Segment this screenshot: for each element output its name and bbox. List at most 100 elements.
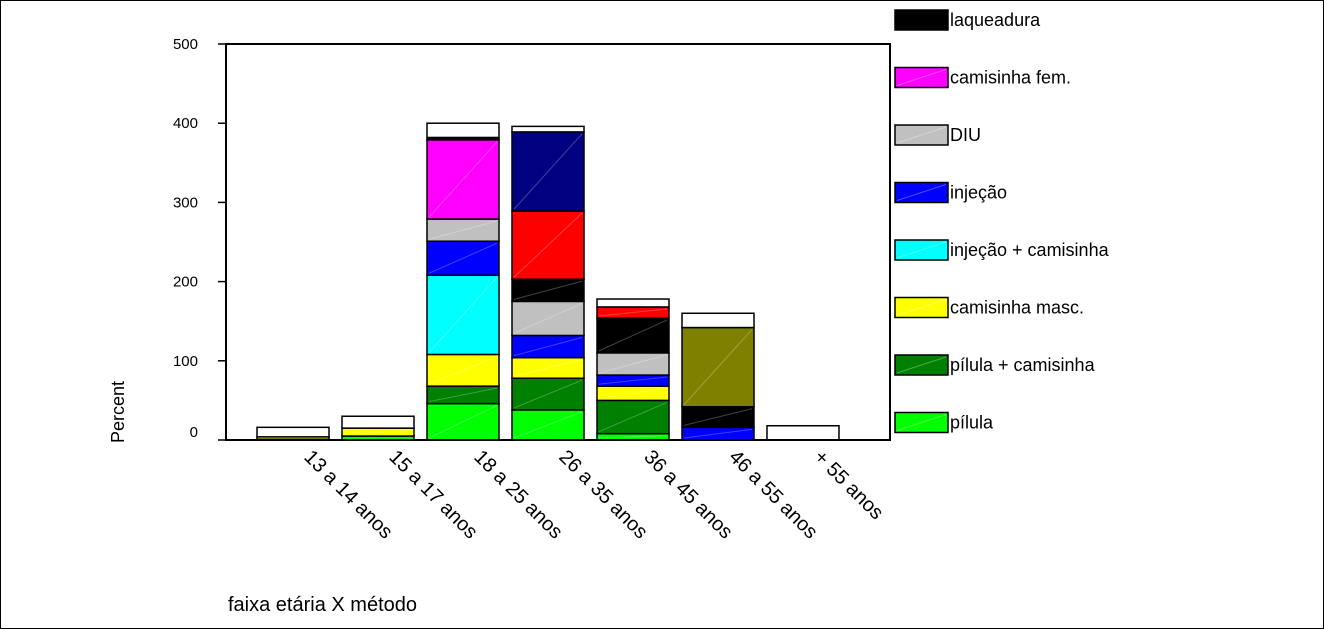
legend-label: pílula [950, 413, 994, 433]
bar-segment [766, 424, 840, 441]
bar-segment-sheen [428, 220, 498, 240]
x-category-label: 18 a 25 anos [469, 446, 566, 543]
x-category-label: 46 a 55 anos [724, 446, 821, 543]
x-category-label: 36 a 45 anos [639, 446, 736, 543]
bar-stack [256, 426, 330, 441]
bar-segment-sheen [513, 280, 583, 300]
bar-segment-sheen [598, 308, 668, 317]
bar-stack [681, 312, 755, 441]
bar-segment-sheen [598, 354, 668, 374]
legend-label: laqueadura [950, 10, 1041, 30]
legend-swatch-sheen [896, 299, 947, 316]
bar-segment [681, 312, 755, 329]
legend-swatch [894, 66, 949, 89]
chart-caption: faixa etária X método [228, 594, 417, 616]
legend-swatch-sheen [896, 356, 947, 374]
bar-segment-sheen [428, 387, 498, 403]
bar-stack [426, 122, 500, 441]
y-tick-label: 200 [173, 274, 198, 291]
bar-segment [426, 274, 500, 356]
bar-segment [596, 317, 670, 354]
legend-swatch [894, 181, 949, 204]
bar-segment-sheen [513, 336, 583, 357]
legend-swatch-sheen [896, 414, 947, 431]
bar-segment [426, 353, 500, 387]
bar-segment-sheen [683, 329, 753, 406]
legend-swatch-sheen [896, 241, 947, 259]
bar-segment [511, 131, 585, 212]
legend-label: DIU [950, 125, 981, 145]
legend-item: pílula [894, 411, 994, 434]
legend-label: camisinha fem. [950, 68, 1071, 88]
y-tick-label: 300 [173, 194, 198, 211]
bar-segment-sheen [513, 411, 583, 439]
bar-segment-sheen [343, 429, 413, 435]
legend-label: injeção [950, 183, 1007, 203]
legend-item: DIU [894, 124, 981, 146]
legend-item: injeção + camisinha [894, 239, 1110, 261]
bar-segment [341, 415, 415, 429]
legend: laqueadura camisinha fem. DIU injeção injeçã… [894, 9, 1110, 434]
legend-swatch [894, 354, 949, 376]
legend-swatch [894, 9, 949, 31]
bar-segment-sheen [513, 133, 583, 210]
x-category-label: 15 a 17 anos [384, 446, 481, 543]
y-axis-title: Percent [108, 381, 128, 443]
x-category-label: 26 a 35 anos [554, 446, 651, 543]
bar-segment-sheen [598, 435, 668, 439]
legend-swatch-sheen [896, 184, 947, 201]
bar-segment [511, 210, 585, 280]
bar-segment-sheen [513, 212, 583, 278]
bar-segment [426, 139, 500, 220]
legend-item: laqueadura [894, 9, 1041, 31]
y-axis: 0 100 200 300 400 500 [173, 36, 226, 441]
legend-item: camisinha fem. [894, 66, 1071, 89]
bar-segment [256, 426, 330, 438]
legend-item: pílula + camisinha [894, 354, 1096, 376]
bar-stack [511, 125, 585, 441]
bar-stack [341, 415, 415, 441]
bar-segment [426, 240, 500, 277]
legend-label: camisinha masc. [950, 298, 1084, 318]
bar-segment-sheen [428, 141, 498, 218]
y-tick-label: 0 [190, 424, 198, 441]
legend-swatch-sheen [896, 126, 947, 144]
legend-swatch [894, 124, 949, 146]
x-category-label: + 55 anos [809, 446, 887, 524]
bar-segment-sheen [683, 408, 753, 426]
bar-segment-sheen [428, 405, 498, 439]
bar-segment-sheen [598, 401, 668, 433]
legend-swatch [894, 296, 949, 319]
bar-segment [511, 300, 585, 337]
bar-segment-sheen [428, 276, 498, 353]
bar-segment-sheen [683, 428, 753, 439]
bar-segment-sheen [513, 379, 583, 409]
bar-segment-sheen [428, 356, 498, 385]
bar-stack [596, 298, 670, 441]
y-tick-label: 500 [173, 36, 198, 53]
x-category-label: 13 a 14 anos [299, 446, 396, 543]
bar-segment [511, 377, 585, 411]
legend-label: pílula + camisinha [950, 355, 1096, 375]
bar-stack [766, 424, 840, 441]
legend-item: camisinha masc. [894, 296, 1084, 319]
legend-label: injeção + camisinha [950, 240, 1110, 260]
bar-segment-sheen [428, 242, 498, 274]
bar-segment [511, 125, 585, 133]
bar-segment-sheen [513, 359, 583, 377]
plot-area-border [225, 43, 891, 441]
bar-segment [596, 298, 670, 308]
legend-swatch [894, 411, 949, 434]
legend-swatch [894, 239, 949, 261]
bar-segment-sheen [513, 302, 583, 334]
bar-segment-sheen [598, 376, 668, 385]
y-tick-label: 100 [173, 353, 198, 370]
bar-segment-sheen [598, 387, 668, 399]
bar-segment [426, 122, 500, 139]
legend-item: injeção [894, 181, 1007, 204]
y-tick-label: 400 [173, 115, 198, 132]
bar-segment-sheen [598, 319, 668, 352]
bars-group [256, 122, 840, 441]
